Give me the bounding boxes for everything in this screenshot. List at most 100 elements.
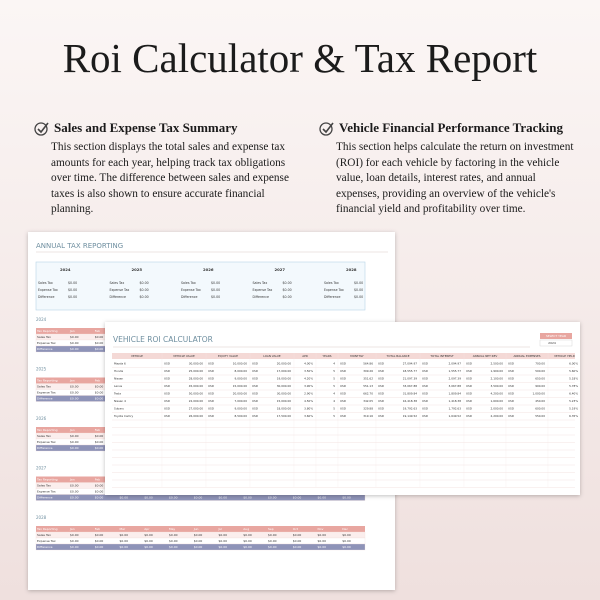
amount: $0.00	[95, 484, 104, 488]
cell-text: 22,000.00	[189, 399, 203, 403]
header-cell: Jun	[193, 527, 199, 531]
header-cell: Tax Reporting	[36, 329, 58, 333]
cell-text: 550.00	[535, 414, 545, 418]
currency: USD	[340, 384, 346, 388]
amount: $0.00	[194, 533, 203, 537]
currency: USD	[508, 392, 514, 396]
header-row	[36, 526, 365, 532]
currency: USD	[466, 399, 472, 403]
amount: $0.00	[70, 347, 79, 351]
cell-text: 4,200.00	[491, 392, 504, 396]
feature-heading: Vehicle Financial Performance Tracking	[319, 120, 589, 136]
currency: USD	[252, 362, 258, 366]
amount: $0.00	[120, 539, 129, 543]
cell-text: 27,094.97	[403, 362, 417, 366]
cell-text: 2,500.00	[491, 362, 504, 366]
amount: $0.00	[318, 533, 327, 537]
header-cell: Oct	[293, 527, 299, 531]
feature: Vehicle Financial Performance Tracking T…	[319, 120, 589, 218]
amount: $0.00	[354, 295, 363, 299]
cell-text: 2,094.97	[449, 362, 462, 366]
header-cell: Tax Reporting	[36, 478, 58, 482]
amount: $0.00	[95, 385, 104, 389]
currency: USD	[422, 377, 428, 381]
cell-text: 16,418.38	[403, 399, 417, 403]
header-cell: Sep	[268, 527, 274, 531]
amount: $0.00	[211, 288, 220, 292]
currency: USD	[208, 407, 214, 411]
column-header: ANNUAL NET REV	[473, 354, 498, 358]
currency: USD	[422, 407, 428, 411]
amount: $0.00	[144, 533, 153, 537]
feature-heading: Sales and Expense Tax Summary	[34, 120, 304, 136]
currency: USD	[508, 414, 514, 418]
amount: $0.00	[120, 545, 129, 549]
cell-text: 4	[333, 392, 335, 396]
currency: USD	[340, 399, 346, 403]
year-label: 2027	[275, 267, 286, 272]
cell-text: 5	[333, 414, 335, 418]
row-label: Expense Tax	[324, 288, 344, 292]
year-label: 2028	[36, 515, 47, 520]
cell-text: Nissan	[114, 377, 123, 381]
cell-text: 5	[333, 407, 335, 411]
row-label: Difference	[110, 295, 126, 299]
amount: $0.00	[283, 281, 292, 285]
cell-text: 50,000.00	[189, 392, 203, 396]
row-label: Expense Tax	[37, 391, 56, 395]
header-cell: Nov	[318, 527, 324, 531]
amount: $0.00	[211, 295, 220, 299]
cell-text: Mazda 6	[114, 362, 126, 366]
text-line: financial yield and profitability over t…	[336, 203, 526, 215]
currency: USD	[252, 399, 258, 403]
cell-text: 19,792.63	[403, 407, 417, 411]
header-cell: Feb	[95, 428, 100, 432]
cell-text: 900.00	[535, 384, 545, 388]
cell-text: 8,000.00	[235, 369, 248, 373]
row-label: Difference	[37, 496, 53, 500]
amount: $0.00	[219, 545, 228, 549]
cell-text: 342.05	[363, 399, 373, 403]
text-line: This section helps calculate the return …	[336, 141, 574, 153]
cell-text: 27,000.00	[189, 407, 203, 411]
amount: $0.00	[169, 533, 178, 537]
currency: USD	[208, 392, 214, 396]
header-cell: Jan	[69, 428, 75, 432]
row-label: Sales Tax	[37, 533, 51, 537]
amount: $0.00	[140, 281, 149, 285]
text-line: over time. The difference between sales …	[51, 172, 289, 184]
column-header: ANNUAL EXPENSES	[513, 354, 540, 358]
cell-text: 8,500.00	[235, 414, 248, 418]
amount: $0.00	[70, 397, 79, 401]
cell-text: 15,000.00	[233, 384, 247, 388]
cell-text: 1,418.38	[449, 399, 462, 403]
amount: $0.00	[243, 496, 252, 500]
amount: $0.00	[318, 545, 327, 549]
cell-text: 1,900.00	[491, 369, 504, 373]
sheet	[105, 322, 580, 495]
amount: $0.00	[95, 341, 104, 345]
currency: USD	[208, 362, 214, 366]
cell-text: 700.00	[535, 362, 545, 366]
row-label: Difference	[37, 347, 53, 351]
check-icon	[34, 121, 49, 136]
column-header: TOTAL BALANCE	[386, 354, 410, 358]
currency: USD	[378, 392, 384, 396]
amount: $0.00	[342, 496, 351, 500]
amount: $0.00	[169, 545, 178, 549]
amount: $0.00	[354, 288, 363, 292]
cell-text: 5	[333, 369, 335, 373]
currency: USD	[164, 384, 170, 388]
cell-text: 3.60%	[304, 414, 313, 418]
select-label: SELECT YEAR	[546, 334, 566, 338]
row-label: Sales Tax	[37, 335, 51, 339]
currency: USD	[508, 399, 514, 403]
text-line: planning.	[51, 203, 94, 215]
cell-text: 30,000.00	[277, 384, 291, 388]
row-label: Expense Tax	[37, 341, 56, 345]
amount: $0.00	[95, 545, 104, 549]
cell-text: 4	[333, 362, 335, 366]
amount: $0.00	[318, 539, 327, 543]
amount: $0.00	[293, 545, 302, 549]
